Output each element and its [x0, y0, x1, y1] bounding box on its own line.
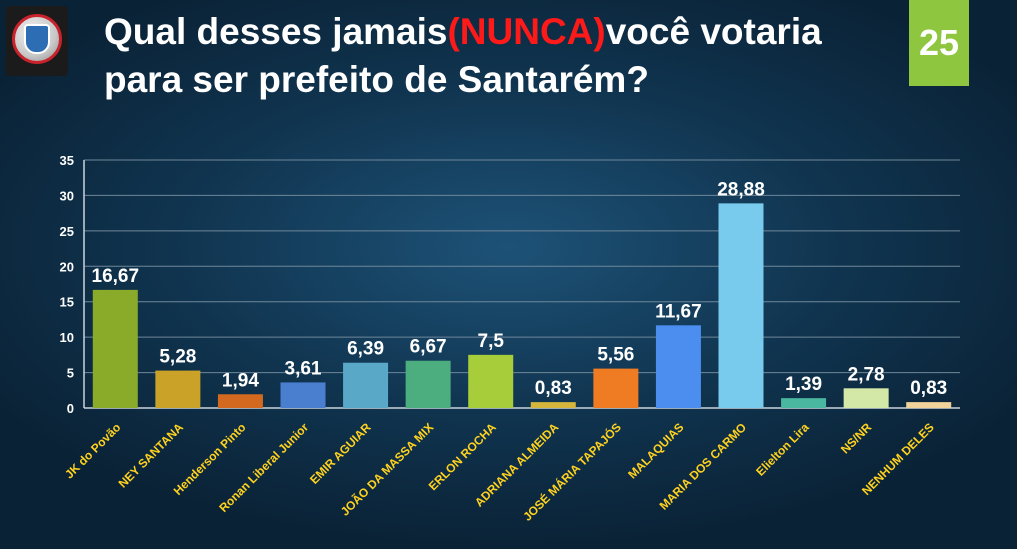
title-part1: Qual desses jamais — [104, 11, 448, 52]
y-tick-label: 5 — [67, 366, 74, 381]
y-tick-label: 10 — [60, 330, 74, 345]
data-label: 28,88 — [717, 179, 765, 200]
y-tick-label: 20 — [60, 259, 74, 274]
bar — [781, 398, 827, 408]
slide-number-badge: 25 — [909, 0, 969, 86]
y-tick-label: 35 — [60, 153, 74, 168]
data-label: 2,78 — [848, 364, 885, 385]
y-tick-label: 25 — [60, 224, 74, 239]
bar — [468, 354, 514, 408]
category-label: MALAQUIAS — [625, 420, 686, 481]
bar — [843, 388, 889, 408]
title-part2: você votaria — [605, 11, 822, 52]
data-label: 5,56 — [597, 345, 634, 366]
data-label: 1,94 — [222, 370, 259, 391]
bar — [217, 394, 263, 408]
page-title: Qual desses jamais(NUNCA)você votaria pa… — [104, 8, 904, 104]
title-highlight: (NUNCA) — [447, 11, 606, 52]
category-label: Elielton Lira — [753, 420, 812, 479]
bar — [343, 362, 389, 408]
data-label: 1,39 — [785, 374, 822, 395]
category-label: NEY SANTANA — [116, 420, 187, 491]
logo — [6, 6, 68, 76]
bar — [593, 368, 639, 408]
logo-shield-icon — [24, 24, 50, 54]
bar — [405, 360, 451, 408]
bar — [530, 402, 576, 408]
bar — [92, 289, 138, 408]
y-tick-label: 15 — [60, 295, 74, 310]
data-label: 0,83 — [535, 378, 572, 399]
data-label: 0,83 — [910, 378, 947, 399]
data-label: 6,67 — [410, 337, 447, 358]
data-label: 11,67 — [655, 301, 702, 322]
data-label: 16,67 — [92, 266, 140, 287]
y-tick-label: 0 — [67, 401, 74, 416]
data-label: 5,28 — [159, 347, 196, 368]
title-line2: para ser prefeito de Santarém? — [104, 59, 649, 100]
bar — [280, 382, 326, 408]
category-label: EMIR AGUIAR — [307, 420, 374, 487]
bar — [155, 370, 201, 408]
y-tick-label: 30 — [60, 188, 74, 203]
data-label: 6,39 — [347, 339, 384, 360]
category-label: JK do Povão — [62, 420, 123, 481]
bar — [718, 203, 764, 408]
category-label: NS/NR — [838, 420, 875, 457]
data-label: 7,5 — [478, 331, 505, 352]
data-label: 3,61 — [285, 358, 322, 379]
bar — [655, 325, 701, 408]
bar — [906, 402, 952, 408]
